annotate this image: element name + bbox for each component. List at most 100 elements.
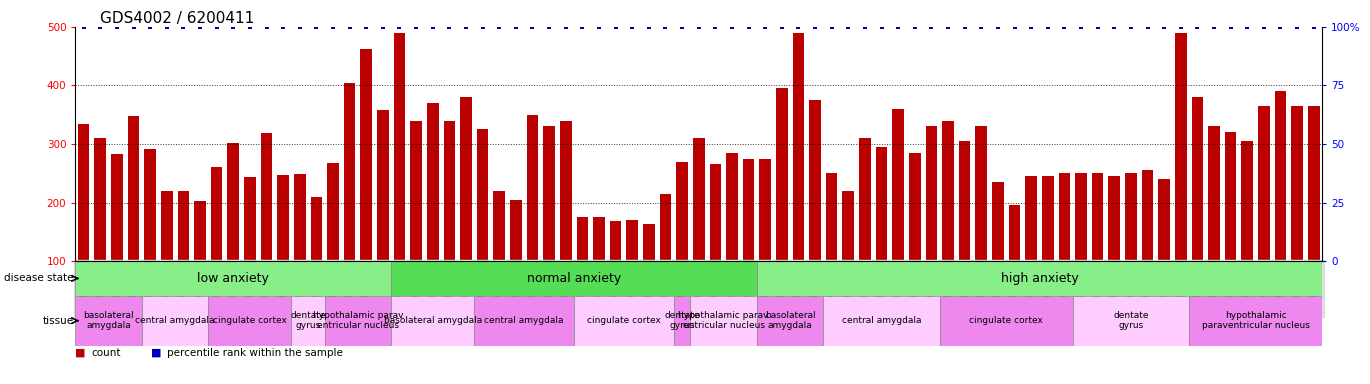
Point bbox=[338, 24, 360, 30]
Bar bbox=[940, 296, 1073, 346]
Point bbox=[588, 24, 610, 30]
Text: hypothalamic parav
entricular nucleus: hypothalamic parav entricular nucleus bbox=[678, 311, 769, 330]
Bar bbox=[574, 296, 674, 346]
Text: hypothalamic
paraventricular nucleus: hypothalamic paraventricular nucleus bbox=[1201, 311, 1310, 330]
Bar bbox=[474, 296, 574, 346]
Bar bbox=[577, 217, 588, 319]
Bar bbox=[1292, 106, 1303, 319]
Bar bbox=[823, 296, 940, 346]
Bar bbox=[144, 149, 156, 319]
Bar bbox=[208, 296, 292, 346]
Bar bbox=[975, 126, 988, 319]
Bar bbox=[674, 296, 690, 346]
Bar bbox=[743, 159, 755, 319]
Bar bbox=[160, 191, 173, 319]
Point bbox=[1303, 24, 1325, 30]
Point bbox=[954, 24, 975, 30]
Point bbox=[837, 24, 859, 30]
Point bbox=[422, 24, 444, 30]
Point bbox=[222, 24, 244, 30]
Bar bbox=[626, 220, 638, 319]
Bar bbox=[95, 138, 105, 319]
Bar bbox=[75, 296, 142, 346]
Point bbox=[1070, 24, 1092, 30]
Bar bbox=[1092, 173, 1103, 319]
Bar bbox=[693, 138, 704, 319]
Text: dentate
gyrus: dentate gyrus bbox=[1114, 311, 1148, 330]
Bar bbox=[178, 191, 189, 319]
Point bbox=[1037, 24, 1059, 30]
Point bbox=[970, 24, 992, 30]
Bar bbox=[227, 143, 240, 319]
Point bbox=[1219, 24, 1241, 30]
Text: high anxiety: high anxiety bbox=[1000, 272, 1078, 285]
Bar bbox=[211, 167, 222, 319]
Point bbox=[788, 24, 810, 30]
Text: basolateral
amygdala: basolateral amygdala bbox=[84, 311, 134, 330]
Bar bbox=[1175, 33, 1186, 319]
Point bbox=[737, 24, 759, 30]
Bar bbox=[690, 296, 756, 346]
Bar bbox=[710, 164, 721, 319]
Bar bbox=[1258, 106, 1270, 319]
Point bbox=[1004, 24, 1026, 30]
Bar bbox=[393, 33, 406, 319]
Bar bbox=[1308, 106, 1319, 319]
Bar bbox=[1158, 179, 1170, 319]
Bar bbox=[295, 174, 306, 319]
Bar bbox=[325, 296, 392, 346]
Point bbox=[671, 24, 693, 30]
Bar bbox=[677, 162, 688, 319]
Text: basolateral
amygdala: basolateral amygdala bbox=[764, 311, 815, 330]
Bar bbox=[992, 182, 1004, 319]
Bar bbox=[292, 296, 325, 346]
Point bbox=[1154, 24, 1175, 30]
Bar bbox=[1075, 173, 1086, 319]
Bar bbox=[392, 261, 756, 296]
Point bbox=[1119, 24, 1141, 30]
Bar bbox=[659, 194, 671, 319]
Point bbox=[1236, 24, 1258, 30]
Text: ■: ■ bbox=[151, 348, 162, 358]
Bar bbox=[327, 163, 338, 319]
Point bbox=[655, 24, 677, 30]
Bar bbox=[892, 109, 904, 319]
Bar bbox=[959, 141, 970, 319]
Text: dentate
gyrus: dentate gyrus bbox=[664, 311, 700, 330]
Point bbox=[438, 24, 460, 30]
Bar bbox=[195, 201, 206, 319]
Point bbox=[156, 24, 178, 30]
Point bbox=[389, 24, 411, 30]
Bar bbox=[1141, 170, 1154, 319]
Text: hypothalamic parav
entricular nucleus: hypothalamic parav entricular nucleus bbox=[312, 311, 403, 330]
Text: percentile rank within the sample: percentile rank within the sample bbox=[167, 348, 342, 358]
Bar bbox=[1025, 176, 1037, 319]
Bar bbox=[560, 121, 571, 319]
Bar bbox=[444, 121, 455, 319]
Text: ■: ■ bbox=[75, 348, 86, 358]
Text: central amygdala: central amygdala bbox=[136, 316, 215, 325]
Bar bbox=[756, 261, 1322, 296]
Bar bbox=[926, 126, 937, 319]
Text: central amygdala: central amygdala bbox=[485, 316, 564, 325]
Point bbox=[821, 24, 843, 30]
Point bbox=[854, 24, 875, 30]
Text: normal anxiety: normal anxiety bbox=[527, 272, 621, 285]
Point bbox=[688, 24, 710, 30]
Bar bbox=[477, 129, 489, 319]
Bar bbox=[1059, 173, 1070, 319]
Bar bbox=[142, 296, 208, 346]
Bar bbox=[793, 33, 804, 319]
Point bbox=[804, 24, 826, 30]
Text: cingulate cortex: cingulate cortex bbox=[212, 316, 286, 325]
Bar bbox=[943, 121, 954, 319]
Point bbox=[771, 24, 793, 30]
Point bbox=[904, 24, 926, 30]
Bar bbox=[544, 126, 555, 319]
Bar bbox=[775, 88, 788, 319]
Text: low anxiety: low anxiety bbox=[197, 272, 269, 285]
Point bbox=[1170, 24, 1192, 30]
Point bbox=[888, 24, 910, 30]
Point bbox=[937, 24, 959, 30]
Point bbox=[488, 24, 510, 30]
